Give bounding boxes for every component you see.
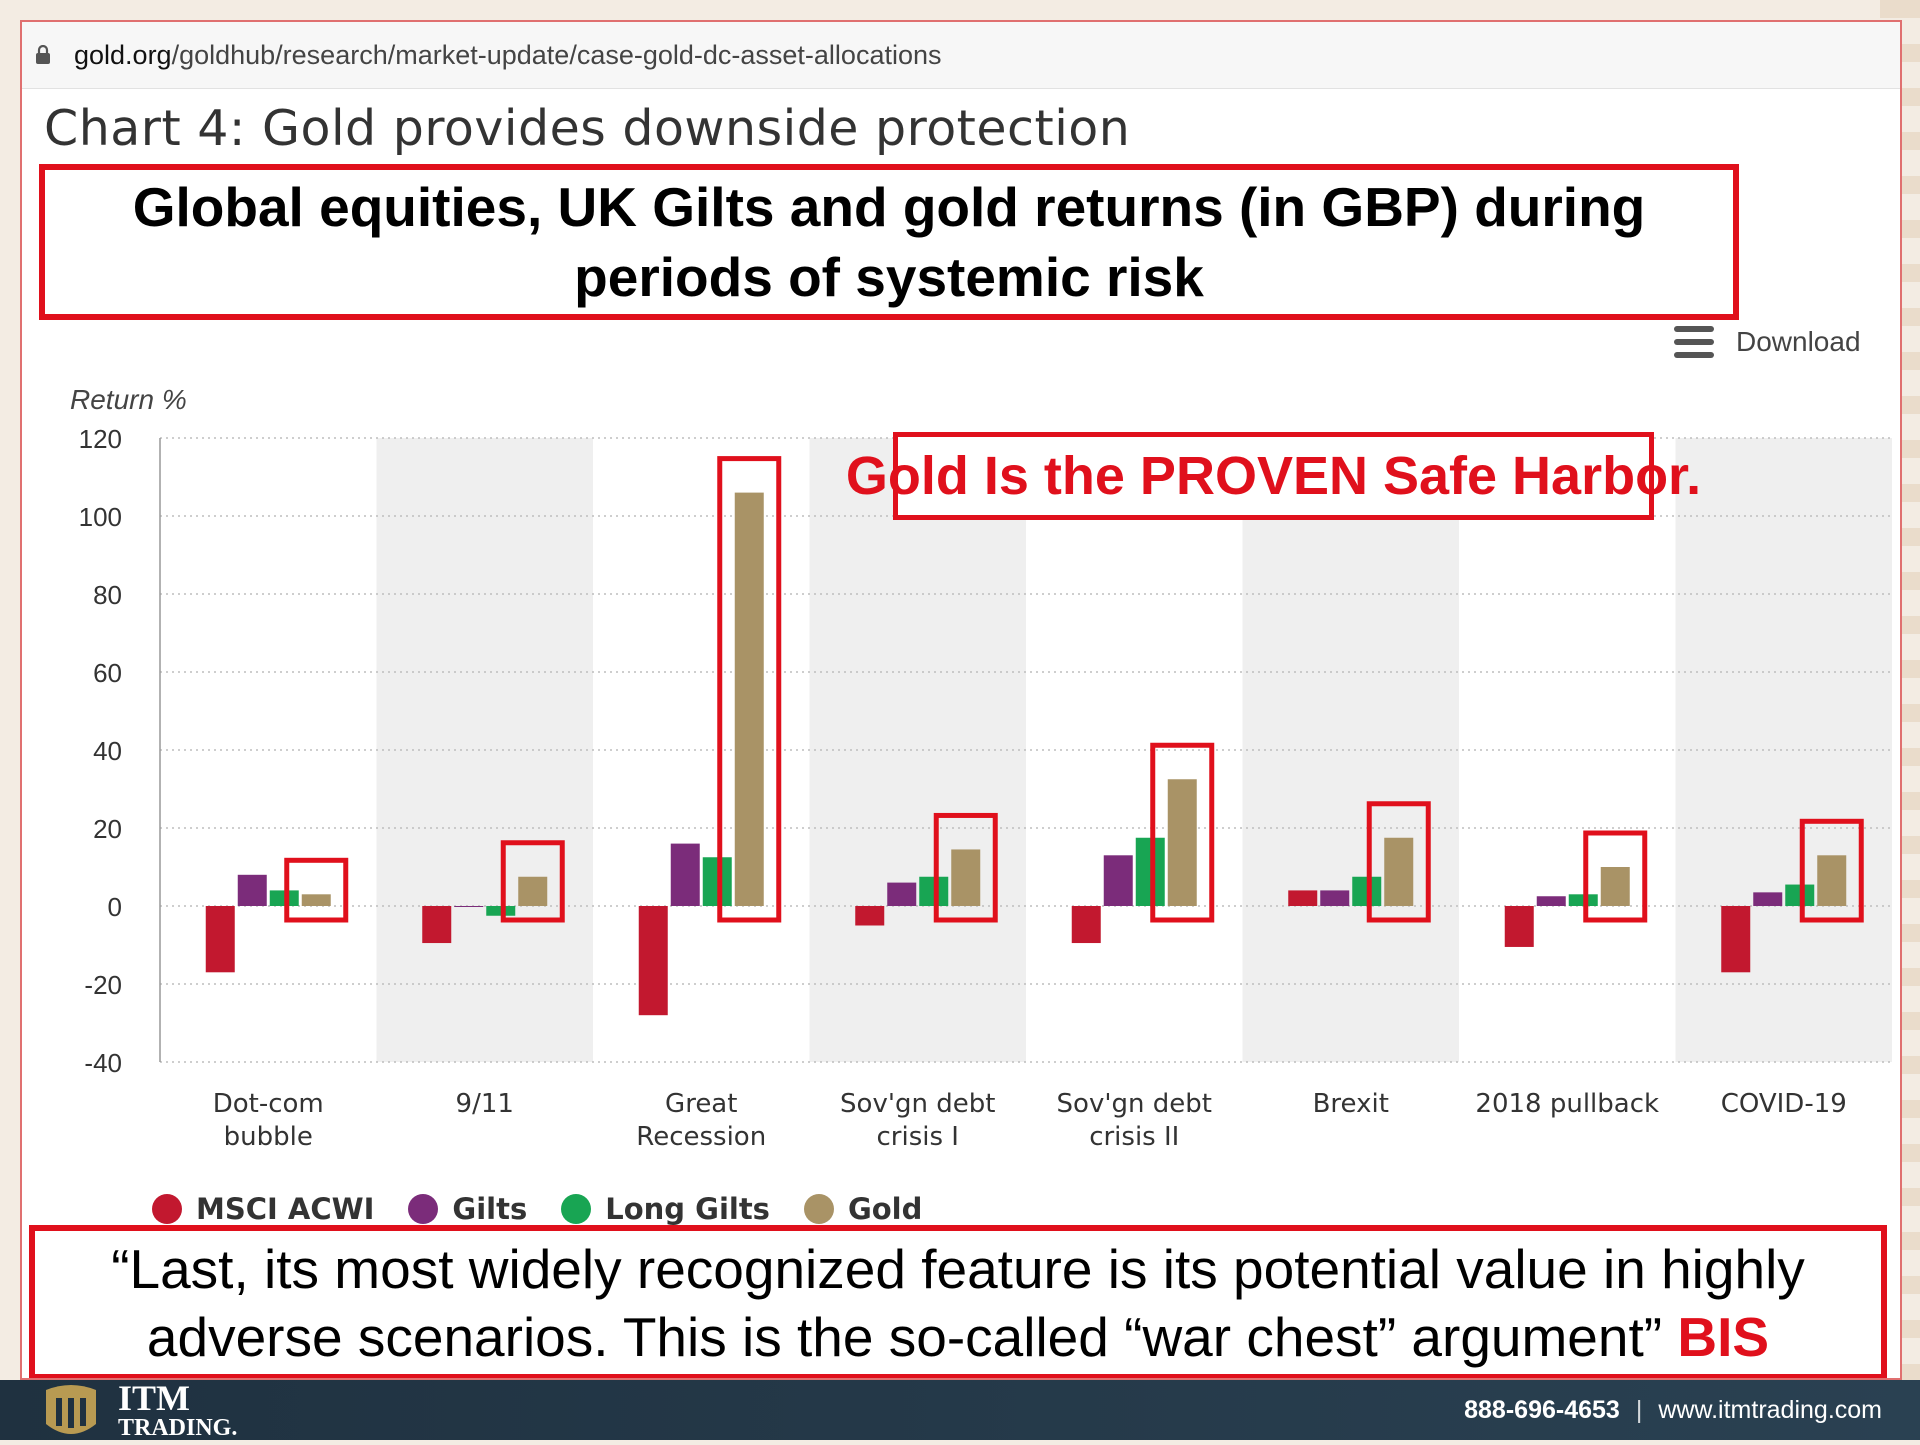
gold-bar-highlight-box — [1366, 801, 1431, 923]
bar-gilts — [1536, 896, 1566, 906]
bar-gold — [518, 876, 548, 906]
quote-paragraph: “Last, its most widely recognized featur… — [51, 1235, 1865, 1371]
bar-msci-acwi — [1504, 906, 1534, 947]
bar-gold — [1167, 779, 1197, 906]
legend-label: Long Gilts — [605, 1192, 770, 1226]
legend-swatch — [152, 1194, 182, 1224]
y-tick-label: 40 — [93, 736, 122, 766]
chart-legend: MSCI ACWI Gilts Long Gilts Gold — [152, 1192, 922, 1226]
phone-number[interactable]: 888-696-4653 — [1464, 1395, 1620, 1424]
legend-label: MSCI ACWI — [196, 1192, 375, 1226]
category-band — [1675, 438, 1892, 1062]
bar-msci-acwi — [1721, 906, 1751, 973]
bar-msci-acwi — [638, 906, 668, 1016]
bar-gilts — [670, 843, 700, 906]
y-tick-label: 120 — [79, 424, 122, 454]
x-tick-label: Brexit — [1313, 1089, 1389, 1119]
slide-frame: gold.org/goldhub/research/market-update/… — [20, 20, 1902, 1380]
quote-source: BIS — [1677, 1305, 1770, 1368]
x-tick-label: Sov'gn debt — [840, 1089, 995, 1119]
gold-bar-highlight-box — [933, 812, 998, 923]
bar-msci-acwi — [1288, 890, 1318, 906]
chart-title: Global equities, UK Gilts and gold retur… — [132, 176, 1646, 308]
callout-text: Gold Is the PROVEN Safe Harbor. — [845, 446, 1702, 506]
legend-label: Gilts — [452, 1192, 528, 1226]
y-tick-label: 100 — [79, 502, 122, 532]
bar-msci-acwi — [1071, 906, 1101, 944]
y-tick-label: 60 — [93, 658, 122, 688]
x-tick-label: Great — [665, 1089, 737, 1119]
url-domain: gold.org — [74, 39, 172, 70]
gold-bar-highlight-box — [1150, 742, 1215, 923]
legend-item-long-gilts[interactable]: Long Gilts — [561, 1192, 770, 1226]
safe-harbor-callout: Gold Is the PROVEN Safe Harbor. — [846, 432, 1701, 520]
quote-text: “Last, its most widely recognized featur… — [111, 1237, 1805, 1368]
x-tick-label: crisis I — [877, 1122, 959, 1152]
legend-item-gold[interactable]: Gold — [803, 1192, 923, 1226]
legend-swatch — [408, 1194, 439, 1224]
url-text[interactable]: gold.org/goldhub/research/market-update/… — [74, 40, 942, 71]
category-band — [1242, 438, 1459, 1062]
bar-gold — [951, 849, 981, 906]
legend-swatch — [803, 1194, 834, 1224]
bar-gilts — [1103, 855, 1133, 906]
legend-label: Gold — [847, 1192, 923, 1226]
column-logo-icon — [42, 1384, 100, 1440]
bar-gilts — [454, 906, 484, 907]
bar-gilts — [237, 874, 267, 906]
browser-url-bar[interactable]: gold.org/goldhub/research/market-update/… — [22, 22, 1900, 89]
bar-msci-acwi — [205, 906, 235, 973]
bar-gilts — [887, 882, 917, 906]
bar-gilts — [1753, 892, 1783, 906]
itm-trading-logo[interactable]: ITM TRADING. — [42, 1380, 237, 1440]
download-label: Download — [1736, 326, 1861, 357]
y-tick-label: 20 — [93, 814, 122, 844]
logo-bottom-text: TRADING. — [118, 1415, 238, 1441]
download-button[interactable]: Download — [1674, 326, 1861, 358]
bar-gold — [1817, 855, 1847, 906]
quote-box: “Last, its most widely recognized featur… — [29, 1225, 1887, 1378]
y-axis-label: Return % — [70, 384, 187, 415]
gold-bar-highlight-box — [1799, 818, 1864, 923]
x-tick-label: 9/11 — [456, 1089, 514, 1119]
url-path: /goldhub/research/market-update/case-gol… — [171, 39, 942, 70]
legend-item-msci-acwi[interactable]: MSCI ACWI — [152, 1192, 374, 1226]
contact-separator: | — [1635, 1395, 1643, 1424]
footer-bar: ITM TRADING. 888-696-4653 | www.itmtradi… — [0, 1380, 1920, 1440]
y-tick-label: 80 — [93, 580, 122, 610]
y-tick-label: -20 — [84, 970, 122, 1000]
bar-msci-acwi — [855, 906, 885, 926]
x-tick-label: COVID-19 — [1721, 1089, 1847, 1119]
bar-msci-acwi — [422, 906, 452, 944]
y-tick-label: 0 — [108, 892, 122, 922]
website-link[interactable]: www.itmtrading.com — [1658, 1395, 1882, 1424]
gold-bar-highlight-box — [1583, 830, 1648, 923]
x-tick-label: Sov'gn debt — [1057, 1089, 1212, 1119]
hamburger-menu-icon — [1674, 326, 1714, 358]
x-tick-label: 2018 pullback — [1475, 1089, 1659, 1119]
bar-gold — [301, 894, 331, 906]
page-heading: Chart 4: Gold provides downside protecti… — [44, 100, 1131, 157]
gold-bar-highlight-box — [284, 857, 349, 923]
contact-info: 888-696-4653 | www.itmtrading.com — [1464, 1380, 1882, 1440]
gold-bar-highlight-box — [717, 456, 782, 923]
x-tick-label: bubble — [224, 1122, 313, 1152]
bar-gold — [734, 492, 764, 906]
bar-gold — [1384, 837, 1414, 906]
bar-gold — [1600, 867, 1630, 906]
gold-bar-highlight-box — [500, 840, 565, 923]
x-tick-label: crisis II — [1089, 1122, 1179, 1152]
logo-top-text: ITM — [118, 1378, 190, 1418]
x-tick-label: Dot-com — [213, 1089, 324, 1119]
chart-title-highlight-box: Global equities, UK Gilts and gold retur… — [39, 164, 1739, 320]
legend-swatch — [561, 1194, 592, 1224]
logo-wordmark: ITM TRADING. — [118, 1380, 238, 1441]
bar-gilts — [1320, 890, 1350, 906]
x-tick-label: Recession — [636, 1122, 766, 1152]
y-tick-label: -40 — [84, 1048, 122, 1078]
lock-icon — [28, 40, 58, 70]
legend-item-gilts[interactable]: Gilts — [408, 1192, 527, 1226]
